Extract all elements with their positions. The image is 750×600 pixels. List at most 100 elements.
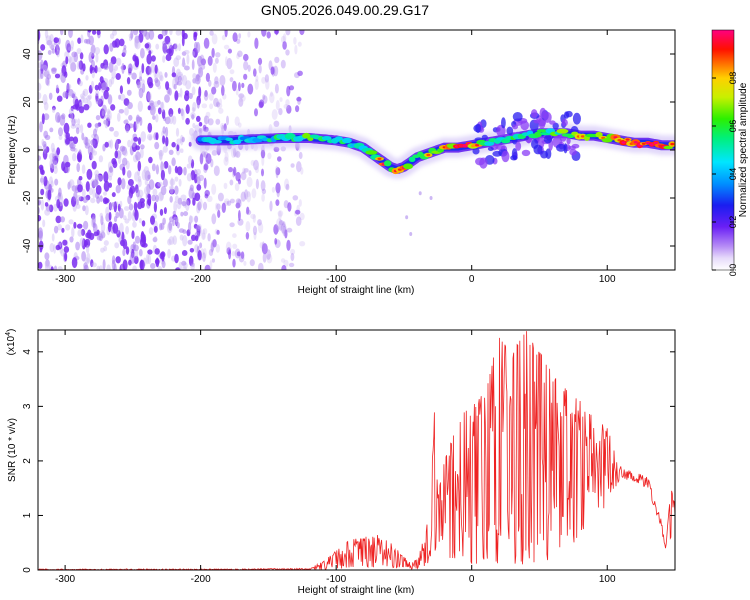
spectrogram-noise-blob bbox=[38, 214, 42, 222]
spectrogram-noise-blob bbox=[245, 221, 251, 232]
spectrogram-noise-blob bbox=[38, 30, 41, 41]
spectrogram-noise-blob bbox=[258, 101, 264, 109]
spectrogram-noise-blob bbox=[151, 194, 157, 202]
spectrogram-energy-blob bbox=[538, 119, 546, 129]
spectrogram-noise-blob bbox=[108, 79, 113, 88]
spectrogram-noise-blob bbox=[68, 180, 72, 189]
spectrogram-noise-blob bbox=[191, 114, 195, 120]
spectrogram-energy-blob bbox=[540, 150, 549, 159]
spectrogram-noise-blob bbox=[171, 157, 176, 167]
spectrogram-noise-blob bbox=[111, 158, 117, 165]
spectrogram-noise-blob bbox=[103, 180, 110, 192]
spectrogram-noise-blob bbox=[182, 229, 187, 234]
spectrogram-noise-blob bbox=[199, 242, 203, 249]
spectrogram-noise-blob bbox=[54, 73, 61, 79]
spectrogram-energy-blob bbox=[512, 124, 519, 130]
spectrogram-noise-blob bbox=[181, 35, 185, 47]
spectrogram-noise-blob bbox=[124, 107, 129, 116]
spectrogram-noise-blob bbox=[243, 53, 249, 62]
spectrogram-noise-blob bbox=[190, 264, 195, 270]
spectrogram-noise-blob bbox=[192, 78, 197, 84]
spectrogram-noise-blob bbox=[77, 184, 83, 193]
spectrogram-noise-blob bbox=[73, 221, 77, 229]
spectrogram-noise-blob bbox=[274, 83, 279, 94]
spectrogram-energy-blob bbox=[501, 117, 506, 129]
colorbar-tick-label: 0.2 bbox=[728, 216, 738, 229]
spectrogram-noise-blob bbox=[241, 82, 245, 89]
spectrogram-noise-blob bbox=[255, 178, 259, 190]
spectrogram-noise-blob bbox=[275, 182, 281, 194]
spectrogram-noise-blob bbox=[164, 116, 171, 125]
spectrogram-noise-blob bbox=[224, 30, 228, 38]
spectrogram-noise-blob bbox=[84, 257, 90, 264]
spectrogram-noise-blob bbox=[79, 237, 85, 247]
snr-x-tick-label: -300 bbox=[55, 574, 75, 585]
spectrogram-noise-blob bbox=[157, 84, 161, 90]
spectrogram-noise-blob bbox=[144, 179, 148, 186]
spectrogram-noise-blob bbox=[254, 37, 259, 49]
spectrogram-noise-blob bbox=[189, 248, 195, 253]
spectrogram-noise-blob bbox=[127, 179, 134, 186]
spectrogram-energy-blob bbox=[569, 148, 577, 156]
spectrogram-noise-blob bbox=[99, 212, 104, 219]
spectrogram-noise-blob bbox=[238, 210, 241, 221]
spectrogram-noise-blob bbox=[146, 91, 151, 103]
spectrogram-noise-blob bbox=[158, 71, 163, 81]
spectrogram-ridge-peak bbox=[613, 136, 618, 139]
spectrogram-noise-blob bbox=[279, 220, 284, 226]
spectrogram-x-tick-label: -300 bbox=[55, 274, 75, 285]
spectrogram-energy-blob bbox=[481, 134, 488, 140]
spectrogram-noise-blob bbox=[38, 155, 41, 161]
spectrogram-noise-blob bbox=[44, 262, 50, 270]
spectrogram-noise-blob bbox=[159, 152, 163, 161]
spectrogram-noise-blob bbox=[43, 130, 49, 139]
spectrogram-noise-blob bbox=[104, 119, 109, 129]
spectrogram-noise-blob bbox=[183, 49, 190, 55]
spectrogram-noise-blob bbox=[429, 196, 433, 200]
spectrogram-noise-blob bbox=[162, 178, 168, 188]
spectrogram-noise-blob bbox=[91, 160, 97, 170]
spectrogram-noise-blob bbox=[43, 70, 50, 78]
spectrogram-noise-blob bbox=[196, 115, 201, 122]
spectrogram-noise-blob bbox=[260, 180, 266, 192]
spectrogram-noise-blob bbox=[57, 115, 61, 123]
spectrogram-noise-blob bbox=[254, 79, 259, 90]
spectrogram-noise-blob bbox=[173, 83, 177, 90]
spectrogram-noise-blob bbox=[60, 30, 64, 36]
spectrogram-noise-blob bbox=[295, 209, 301, 215]
spectrogram-noise-blob bbox=[253, 159, 259, 171]
spectrogram-noise-blob bbox=[174, 42, 179, 52]
spectrogram-noise-blob bbox=[286, 105, 292, 114]
spectrogram-noise-blob bbox=[88, 187, 94, 196]
spectrogram-noise-blob bbox=[237, 50, 243, 58]
spectrogram-noise-blob bbox=[61, 113, 66, 120]
spectrogram-noise-blob bbox=[187, 155, 193, 164]
spectrogram-noise-blob bbox=[191, 51, 195, 57]
spectrogram-noise-blob bbox=[186, 53, 190, 65]
spectrogram-noise-blob bbox=[58, 134, 63, 140]
spectrogram-noise-blob bbox=[85, 245, 90, 254]
spectrogram-noise-blob bbox=[229, 77, 234, 83]
spectrogram-noise-blob bbox=[122, 259, 128, 270]
spectrogram-noise-blob bbox=[80, 124, 84, 134]
spectrogram-noise-blob bbox=[45, 35, 52, 43]
spectrogram-energy-blob bbox=[472, 147, 480, 155]
spectrogram-noise-blob bbox=[135, 57, 139, 68]
spectrogram-noise-blob bbox=[160, 162, 166, 171]
spectrogram-noise-blob bbox=[176, 222, 180, 229]
spectrogram-noise-blob bbox=[107, 222, 112, 233]
spectrogram-noise-blob bbox=[168, 165, 172, 175]
spectrogram-noise-blob bbox=[68, 30, 73, 39]
spectrogram-noise-blob bbox=[286, 85, 291, 97]
spectrogram-noise-blob bbox=[207, 233, 211, 242]
spectrogram-noise-blob bbox=[211, 150, 218, 156]
spectrogram-noise-blob bbox=[47, 189, 52, 201]
spectrogram-noise-blob bbox=[92, 150, 98, 156]
spectrogram-noise-blob bbox=[219, 75, 226, 87]
spectrogram-noise-blob bbox=[238, 82, 241, 92]
spectrogram-noise-blob bbox=[204, 189, 210, 197]
spectrogram-noise-blob bbox=[183, 211, 189, 217]
spectrogram-noise-blob bbox=[90, 46, 95, 57]
spectrogram-noise-blob bbox=[53, 265, 58, 270]
spectrogram-ridge-blob bbox=[365, 150, 378, 155]
